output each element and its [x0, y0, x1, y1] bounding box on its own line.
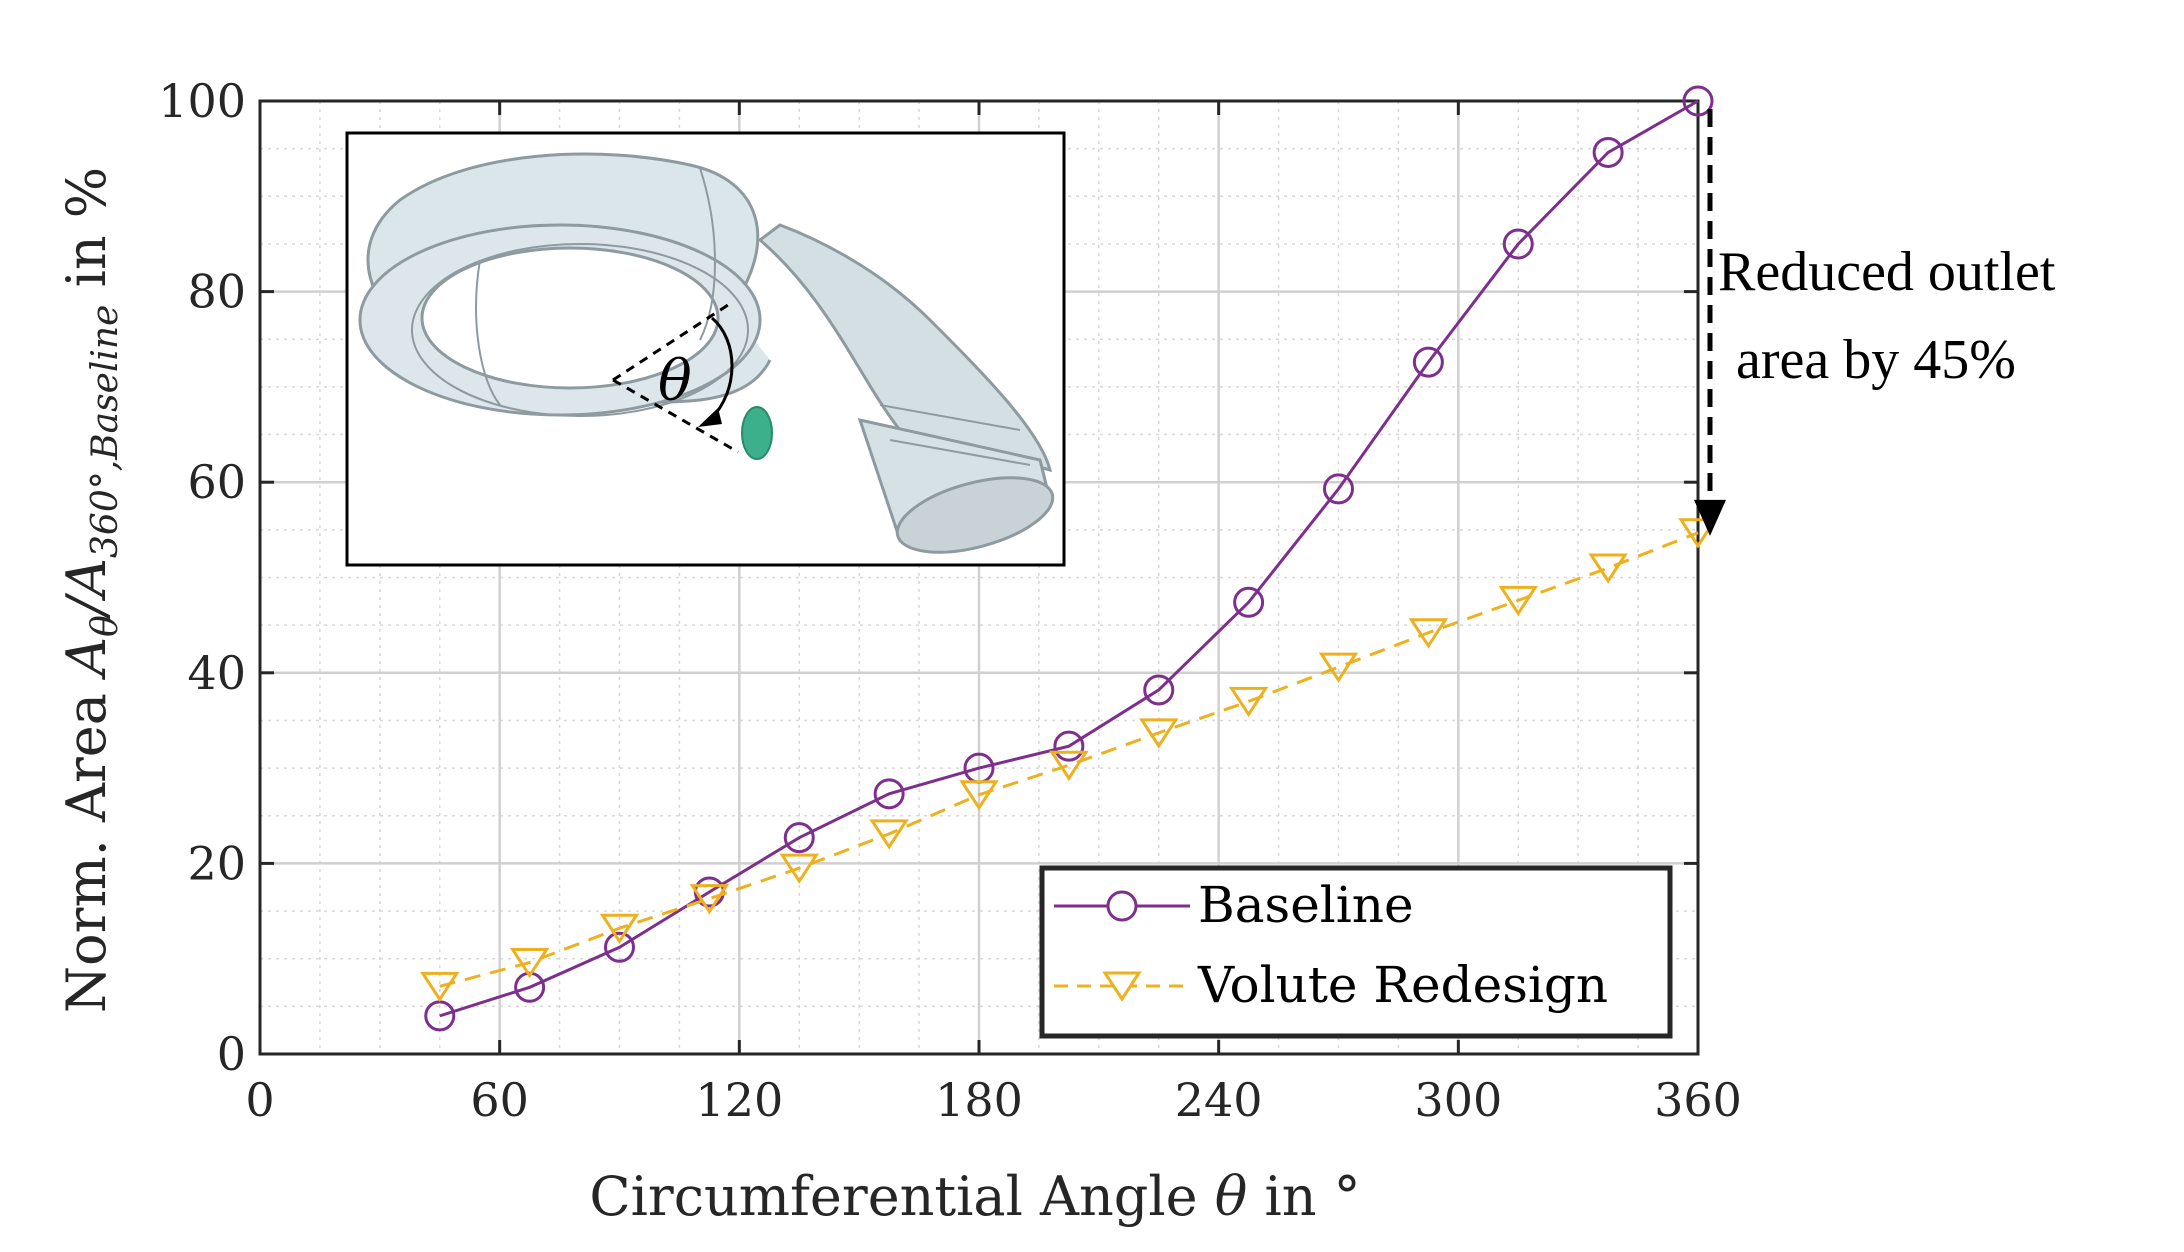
x-tick-label: 180	[935, 1073, 1023, 1127]
data-point-redesign	[959, 780, 999, 811]
inset: θ	[345, 131, 1066, 567]
y-axis-title-mid: /A	[55, 558, 118, 620]
legend-box	[1039, 865, 1673, 1039]
x-tick-label: 360	[1654, 1073, 1742, 1127]
x-axis-title-suffix: in °	[1247, 1165, 1360, 1228]
data-point-redesign	[1678, 518, 1718, 549]
y-axis-title-suffix: in %	[55, 167, 118, 305]
data-point-baseline	[604, 931, 635, 963]
data-point-redesign	[869, 819, 909, 850]
data-point-redesign	[689, 884, 730, 915]
data-point-baseline	[1143, 674, 1175, 706]
x-tick-label: 240	[1175, 1073, 1263, 1127]
x-tick-label: 60	[470, 1073, 529, 1127]
y-axis-title-symbol: A	[55, 637, 118, 681]
y-tick-label: 0	[217, 1027, 246, 1081]
annotation-line1: Reduced outlet	[1718, 241, 2056, 303]
data-point-redesign	[1408, 618, 1449, 649]
annotation-line2: area by 45%	[1736, 329, 2016, 391]
data-point-redesign	[1588, 553, 1628, 584]
data-point-redesign	[1228, 686, 1269, 718]
y-axis-title-sub1: θ	[85, 615, 126, 637]
data-point-redesign	[1318, 652, 1359, 683]
data-point-redesign	[779, 853, 820, 884]
legend-marker-baseline	[1106, 890, 1138, 922]
data-point-baseline	[1502, 228, 1534, 260]
legend-marker-redesign	[1102, 971, 1142, 1002]
annotation: Reduced outlet area by 45%	[1694, 109, 2056, 536]
y-tick-label: 60	[187, 455, 246, 509]
x-tick-label: 120	[695, 1073, 783, 1127]
data-point-redesign	[509, 948, 550, 979]
x-axis-title-symbol: θ	[1215, 1165, 1248, 1228]
legend-label-redesign: Volute Redesign	[1197, 956, 1608, 1014]
legend-label-baseline: Baseline	[1198, 876, 1414, 934]
data-point-baseline	[1233, 586, 1265, 618]
data-point-redesign	[1138, 718, 1179, 749]
y-axis-title-sub2: 360°,Baseline	[85, 305, 126, 558]
y-axis-title: Norm. Area Aθ/A360°,Baseline in %	[55, 167, 126, 1013]
data-point-baseline	[873, 778, 905, 810]
data-point-redesign	[1498, 585, 1539, 617]
series-group	[419, 85, 1718, 1032]
data-point-baseline	[1412, 346, 1444, 378]
data-point-baseline	[1053, 730, 1085, 762]
cross-section-marker	[741, 406, 773, 460]
data-point-baseline	[783, 822, 815, 854]
data-point-baseline	[1682, 85, 1714, 117]
data-point-redesign	[599, 913, 640, 944]
legend: Baseline Volute Redesign	[1039, 865, 1673, 1039]
series-line-redesign	[439, 531, 1699, 988]
data-point-redesign	[419, 971, 460, 1003]
data-point-baseline	[1592, 136, 1624, 168]
series-line-baseline	[439, 99, 1699, 1018]
y-axis-title-prefix: Norm. Area	[55, 676, 118, 1013]
data-point-baseline	[1323, 473, 1354, 505]
tick-marks	[258, 99, 1700, 1056]
y-tick-label: 80	[187, 265, 246, 319]
x-tick-label: 0	[245, 1073, 274, 1127]
y-tick-label: 20	[187, 836, 246, 890]
y-tick-label: 100	[158, 74, 246, 128]
y-tick-label: 40	[187, 646, 246, 700]
volute-icon	[358, 152, 1055, 554]
x-tick-label: 300	[1414, 1073, 1502, 1127]
x-axis-title: Circumferential Angle θ in °	[589, 1165, 1360, 1228]
data-point-redesign	[1049, 750, 1089, 781]
inset-theta-label: θ	[658, 349, 692, 414]
x-axis-title-prefix: Circumferential Angle	[589, 1165, 1214, 1228]
annotation-arrow-head	[1694, 499, 1726, 536]
tick-labels: 0 60 120 180 240 300 360 0 20 40 60 80 100	[158, 74, 1742, 1127]
